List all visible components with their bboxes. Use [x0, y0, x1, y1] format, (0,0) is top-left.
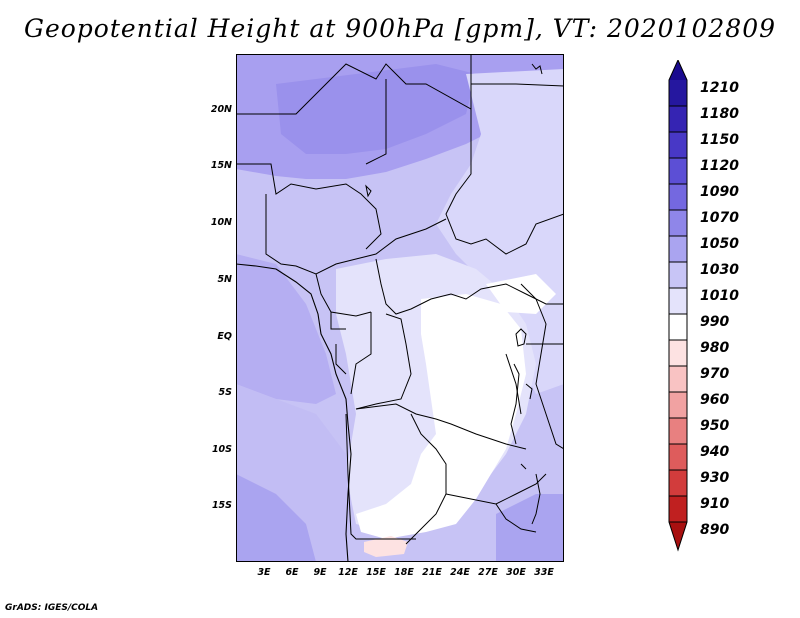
colorbar-segment — [669, 392, 687, 418]
lon-label-18e: 18E — [394, 567, 414, 578]
lon-label-3e: 3E — [257, 567, 271, 578]
field-north-core — [276, 64, 476, 154]
colorbar-segment — [669, 314, 687, 340]
colorbar-outline — [668, 60, 688, 552]
geopotential-map — [236, 54, 564, 562]
lon-label-9e: 9E — [313, 567, 327, 578]
colorbar-segment — [669, 158, 687, 184]
colorbar-label: 930 — [700, 470, 730, 486]
field-low-white — [356, 294, 526, 539]
map-title: Geopotential Height at 900hPa [gpm], VT:… — [23, 14, 777, 43]
field-pink-low — [364, 536, 408, 557]
colorbar-label: 1090 — [700, 184, 739, 200]
field-southeast-high — [496, 494, 564, 562]
colorbar-label: 910 — [700, 496, 730, 512]
lon-label-24e: 24E — [450, 567, 470, 578]
colorbar-segment — [669, 132, 687, 158]
map-border — [236, 54, 564, 562]
lon-label-6e: 6E — [285, 567, 299, 578]
colorbar — [668, 60, 688, 552]
field-west-high — [236, 254, 336, 404]
lon-label-12e: 12E — [338, 567, 358, 578]
colorbar-segment — [669, 288, 687, 314]
colorbar-label: 1010 — [700, 288, 739, 304]
colorbar-segment — [669, 236, 687, 262]
colorbar-segment — [669, 340, 687, 366]
colorbar-label: 1210 — [700, 80, 739, 96]
colorbar-segment — [669, 444, 687, 470]
colorbar-label: 1120 — [700, 158, 739, 174]
lat-label-5n: 5N — [217, 274, 232, 285]
colorbar-segment — [669, 80, 687, 106]
colorbar-label: 950 — [700, 418, 730, 434]
lat-label-10s: 10S — [211, 444, 232, 455]
colorbar-segment — [669, 496, 687, 522]
map-panel — [236, 54, 564, 562]
colorbar-label: 1030 — [700, 262, 739, 278]
coastline — [236, 263, 352, 562]
colorbar-label: 1070 — [700, 210, 739, 226]
lon-label-33e: 33E — [534, 567, 554, 578]
colorbar-label: 1150 — [700, 132, 739, 148]
colorbar-segment — [669, 262, 687, 288]
country-borders — [236, 54, 564, 545]
grads-credit: GrADS: IGES/COLA — [5, 603, 99, 613]
field-southwest-high — [236, 474, 316, 562]
lakes — [365, 63, 543, 525]
colorbar-segment — [669, 470, 687, 496]
lat-label-5s: 5S — [218, 387, 232, 398]
colorbar-segment — [669, 366, 687, 392]
lon-label-15e: 15E — [366, 567, 386, 578]
colorbar-segment — [669, 106, 687, 132]
colorbar-label: 940 — [700, 444, 730, 460]
lat-label-10n: 10N — [210, 217, 232, 228]
colorbar-label: 980 — [700, 340, 730, 356]
colorbar-label: 1180 — [700, 106, 739, 122]
colorbar-segment — [669, 184, 687, 210]
colorbar-label: 890 — [700, 522, 730, 538]
lat-label-15n: 15N — [210, 160, 232, 171]
lon-label-21e: 21E — [422, 567, 442, 578]
colorbar-label: 1050 — [700, 236, 739, 252]
colorbar-bottom-arrow — [669, 522, 687, 550]
lat-label-15s: 15S — [211, 500, 232, 511]
colorbar-label: 960 — [700, 392, 730, 408]
lat-label-20n: 20N — [210, 104, 232, 115]
colorbar-label: 990 — [700, 314, 730, 330]
colorbar-segment — [669, 418, 687, 444]
colorbar-top-arrow — [669, 60, 687, 80]
colorbar-label: 970 — [700, 366, 730, 382]
lon-label-27e: 27E — [478, 567, 498, 578]
colorbar-segment — [669, 210, 687, 236]
lon-label-30e: 30E — [506, 567, 526, 578]
lat-label-eq: EQ — [217, 331, 232, 342]
